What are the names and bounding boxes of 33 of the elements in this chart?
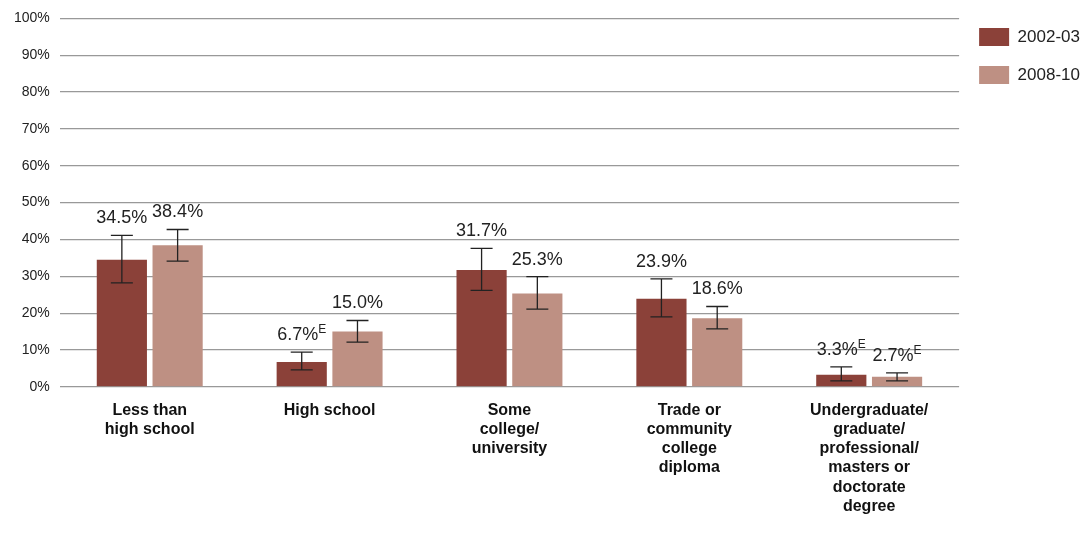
data-label: 31.7% (456, 220, 508, 241)
bar (276, 362, 327, 387)
y-tick-label: 30% (21, 267, 50, 284)
y-tick-label: 0% (29, 377, 50, 394)
data-label: 15.0% (331, 292, 383, 313)
y-tick-label: 90% (21, 46, 50, 63)
x-tick-label: Less than high school (104, 400, 195, 438)
bar (636, 298, 687, 387)
data-label: 23.9% (635, 250, 687, 271)
data-label: 38.4% (152, 201, 204, 222)
y-tick-label: 70% (21, 119, 50, 136)
y-tick-label: 50% (21, 193, 50, 210)
x-tick-label: Some college/ university (471, 400, 548, 457)
data-label: 25.3% (511, 248, 563, 269)
bar (152, 245, 203, 387)
x-tick-label: High school (283, 400, 376, 418)
y-tick-label: 40% (21, 230, 50, 247)
bar (332, 331, 383, 387)
x-tick-label: Undergraduate/ graduate/ professional/ masters or doctorate degree (810, 400, 929, 514)
bar (692, 318, 743, 387)
legend-label: 2008-10 (1017, 64, 1080, 84)
data-label: 18.6% (691, 278, 743, 299)
y-tick-label: 60% (21, 156, 50, 173)
data-label: 34.5% (96, 207, 148, 228)
legend-label: 2002-03 (1017, 26, 1080, 46)
bar (456, 270, 507, 387)
y-tick-label: 20% (21, 303, 50, 320)
y-tick-label: 80% (21, 82, 50, 99)
bar (96, 259, 147, 387)
x-tick-label: Trade or community college diploma (646, 400, 733, 476)
bar (512, 293, 563, 387)
y-tick-label: 10% (21, 340, 50, 357)
y-tick-label: 100% (13, 9, 50, 26)
